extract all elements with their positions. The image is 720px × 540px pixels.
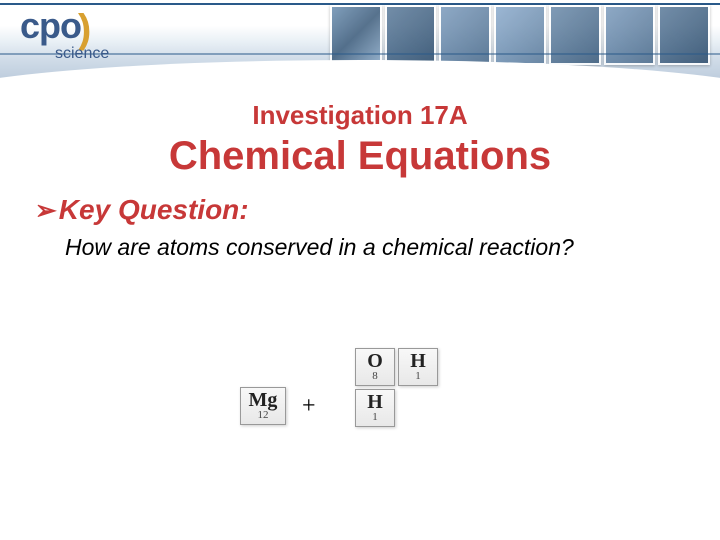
element-number: 1: [356, 412, 394, 423]
chemical-diagram: Mg 12 + O 8 H 1 H 1: [240, 345, 480, 440]
plus-icon: +: [302, 393, 316, 420]
element-symbol: Mg: [241, 390, 285, 410]
element-symbol: O: [356, 351, 394, 371]
element-tile-h: H 1: [398, 348, 438, 386]
slide-title: Chemical Equations: [30, 134, 690, 179]
header-banner: cpo) science: [0, 0, 720, 95]
bullet-icon: ➢: [35, 195, 57, 226]
banner-thumbnails: [330, 5, 710, 65]
investigation-label: Investigation 17A: [30, 100, 690, 131]
logo-main: cpo: [20, 5, 81, 46]
element-number: 1: [399, 371, 437, 382]
element-number: 12: [241, 410, 285, 421]
logo-sub: science: [55, 45, 109, 63]
key-question-row: ➢ Key Question:: [35, 194, 690, 226]
slide-content: Investigation 17A Chemical Equations ➢ K…: [0, 100, 720, 263]
cpo-logo: cpo) science: [20, 8, 109, 63]
key-question-label: Key Question:: [59, 194, 249, 226]
element-symbol: H: [356, 392, 394, 412]
element-symbol: H: [399, 351, 437, 371]
logo-arc-icon: ): [78, 9, 90, 49]
element-number: 8: [356, 371, 394, 382]
question-text: How are atoms conserved in a chemical re…: [65, 232, 690, 263]
element-tile-o: O 8: [355, 348, 395, 386]
element-tile-h: H 1: [355, 389, 395, 427]
element-tile-mg: Mg 12: [240, 387, 286, 425]
